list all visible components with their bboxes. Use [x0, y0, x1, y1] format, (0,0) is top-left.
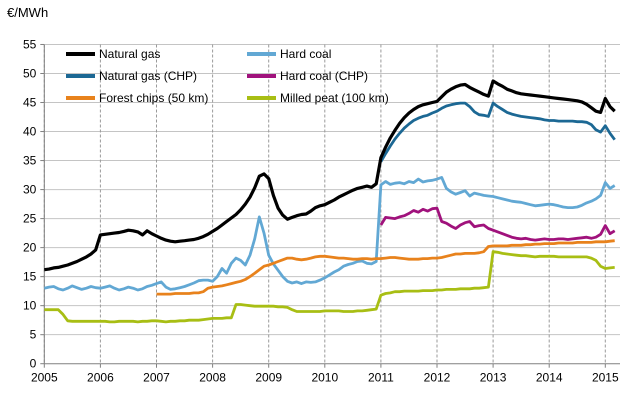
y-tick-label: 10	[23, 299, 37, 313]
x-tick-label: 2006	[87, 371, 114, 385]
series-line-hard-coal	[43, 175, 616, 292]
x-tick-label: 2013	[480, 371, 507, 385]
y-tick-label: 30	[23, 183, 37, 197]
x-tick-label: 2015	[592, 371, 619, 385]
y-tick-label: 0	[30, 357, 37, 371]
legend-item-milled-peat: Milled peat (100 km)	[247, 87, 389, 109]
legend-swatch-hard-coal-chp	[247, 74, 276, 78]
legend-swatch-milled-peat	[247, 96, 276, 100]
series-line-forest-chips-50-km	[156, 239, 615, 296]
y-tick-label: 35	[23, 154, 37, 168]
legend-item-hard-coal: Hard coal	[247, 43, 389, 65]
x-tick-label: 2012	[424, 371, 451, 385]
legend-swatch-natural-gas	[66, 52, 95, 56]
legend-swatch-natural-gas-chp	[66, 74, 95, 78]
series-line-milled-peat-100-km	[44, 250, 615, 324]
y-axis-title: €/MWh	[7, 5, 49, 20]
x-tick-label: 2014	[536, 371, 563, 385]
x-tick-label: 2011	[368, 371, 394, 385]
legend-item-hard-coal-chp: Hard coal (CHP)	[247, 65, 389, 87]
x-tick-label: 2009	[255, 371, 282, 385]
legend-label: Natural gas (CHP)	[99, 69, 198, 83]
legend-item-natural-gas-chp: Natural gas (CHP)	[66, 65, 208, 87]
y-tick-label: 45	[23, 96, 37, 110]
y-tick-label: 55	[23, 37, 37, 51]
legend-swatch-forest-chips	[66, 96, 95, 100]
legend-label: Natural gas	[99, 47, 161, 61]
legend-label: Forest chips (50 km)	[99, 91, 209, 105]
legend-label: Hard coal	[280, 47, 332, 61]
y-tick-label: 50	[23, 67, 37, 81]
legend-label: Milled peat (100 km)	[280, 91, 389, 105]
y-tick-label: 20	[23, 241, 37, 255]
y-tick-label: 5	[30, 328, 37, 342]
legend-swatch-hard-coal	[247, 52, 276, 56]
series-line-hard-coal-chp	[379, 206, 616, 242]
x-tick-label: 2005	[31, 371, 58, 385]
series-line-natural-gas-chp	[379, 101, 616, 163]
legend-label: Hard coal (CHP)	[280, 69, 369, 83]
y-tick-label: 15	[23, 270, 37, 284]
y-tick-label: 40	[23, 125, 37, 139]
legend-item-forest-chips: Forest chips (50 km)	[66, 87, 208, 109]
legend-column-right: Hard coal Hard coal (CHP) Milled peat (1…	[247, 43, 389, 109]
legend-item-natural-gas: Natural gas	[66, 43, 208, 65]
x-tick-label: 2008	[199, 371, 226, 385]
x-tick-label: 2007	[143, 371, 170, 385]
legend-column-left: Natural gas Natural gas (CHP) Forest chi…	[66, 43, 208, 109]
y-tick-label: 25	[23, 212, 37, 226]
series-line-natural-gas	[44, 79, 616, 272]
x-tick-label: 2010	[311, 371, 338, 385]
